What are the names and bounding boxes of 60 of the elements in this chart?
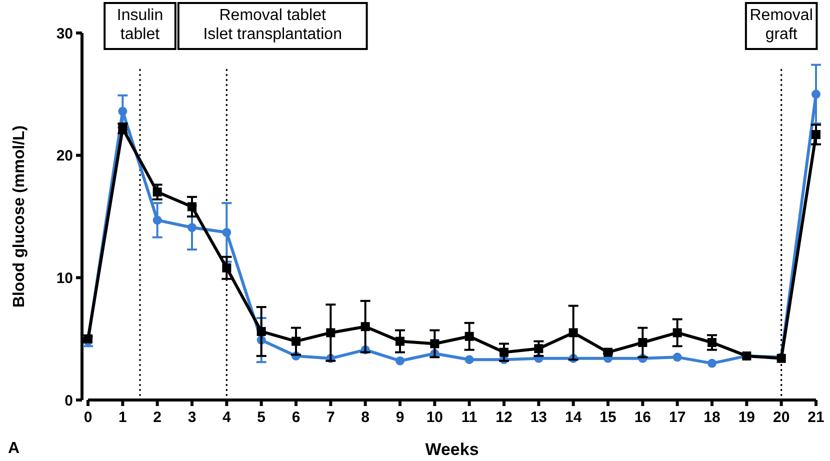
text: A	[8, 440, 20, 457]
ref-line-label: Removal tablet Islet transplantation	[203, 7, 342, 43]
x-tick-label: 4	[222, 409, 232, 426]
x-tick-label: 15	[600, 409, 616, 426]
point	[152, 188, 162, 197]
x-tick-label: 19	[738, 409, 756, 426]
point	[188, 202, 196, 212]
x-tick-label: 5	[257, 409, 266, 426]
point	[568, 328, 578, 338]
point	[672, 328, 682, 338]
x-tick-label: 13	[530, 409, 548, 426]
point	[360, 322, 370, 332]
point	[152, 216, 162, 225]
point	[604, 348, 612, 357]
point	[708, 338, 716, 348]
point	[708, 358, 716, 368]
y-tick-label: 10	[56, 270, 73, 287]
point	[222, 263, 232, 272]
point	[84, 334, 92, 344]
point	[500, 348, 508, 357]
x-tick-label: 18	[704, 409, 720, 426]
point	[534, 344, 544, 354]
x-tick-label: 9	[396, 409, 404, 426]
point	[222, 228, 232, 237]
x-tick-label: 16	[634, 409, 652, 426]
x-tick-label: 1	[118, 409, 127, 426]
point	[638, 338, 648, 348]
point	[672, 352, 682, 362]
point	[326, 328, 336, 338]
point	[464, 332, 474, 341]
point	[464, 355, 474, 364]
x-tick-label: 11	[461, 409, 478, 426]
point	[292, 336, 300, 346]
y-tick-label: 20	[56, 148, 73, 165]
x-tick-label: 10	[426, 409, 444, 426]
ref-line-label: Removal graft	[750, 7, 813, 43]
point	[430, 339, 440, 348]
point	[396, 356, 404, 366]
x-tick-label: 17	[668, 409, 686, 426]
point	[396, 336, 404, 346]
ref-line-label: Insulin tablet	[116, 7, 164, 43]
x-tick-label: 3	[188, 409, 196, 426]
point	[188, 223, 196, 232]
x-tick-label: 21	[808, 409, 824, 426]
y-tick-label: 30	[56, 25, 73, 42]
x-axis-title: Weeks	[425, 440, 479, 459]
point	[256, 326, 266, 336]
x-tick-label: 2	[153, 409, 162, 426]
x-tick-label: 7	[326, 409, 335, 426]
point	[812, 90, 820, 99]
point	[118, 106, 128, 116]
x-tick-label: 14	[564, 409, 582, 426]
x-tick-label: 0	[84, 409, 92, 426]
x-tick-label: 12	[496, 409, 512, 426]
y-tick-label: 0	[64, 392, 73, 410]
x-tick-label: 6	[292, 409, 300, 426]
x-tick-label: 20	[772, 409, 790, 426]
x-tick-label: 8	[361, 409, 370, 426]
y-axis-title: Blood glucose (mmol/L)	[11, 125, 28, 308]
point	[812, 130, 820, 140]
